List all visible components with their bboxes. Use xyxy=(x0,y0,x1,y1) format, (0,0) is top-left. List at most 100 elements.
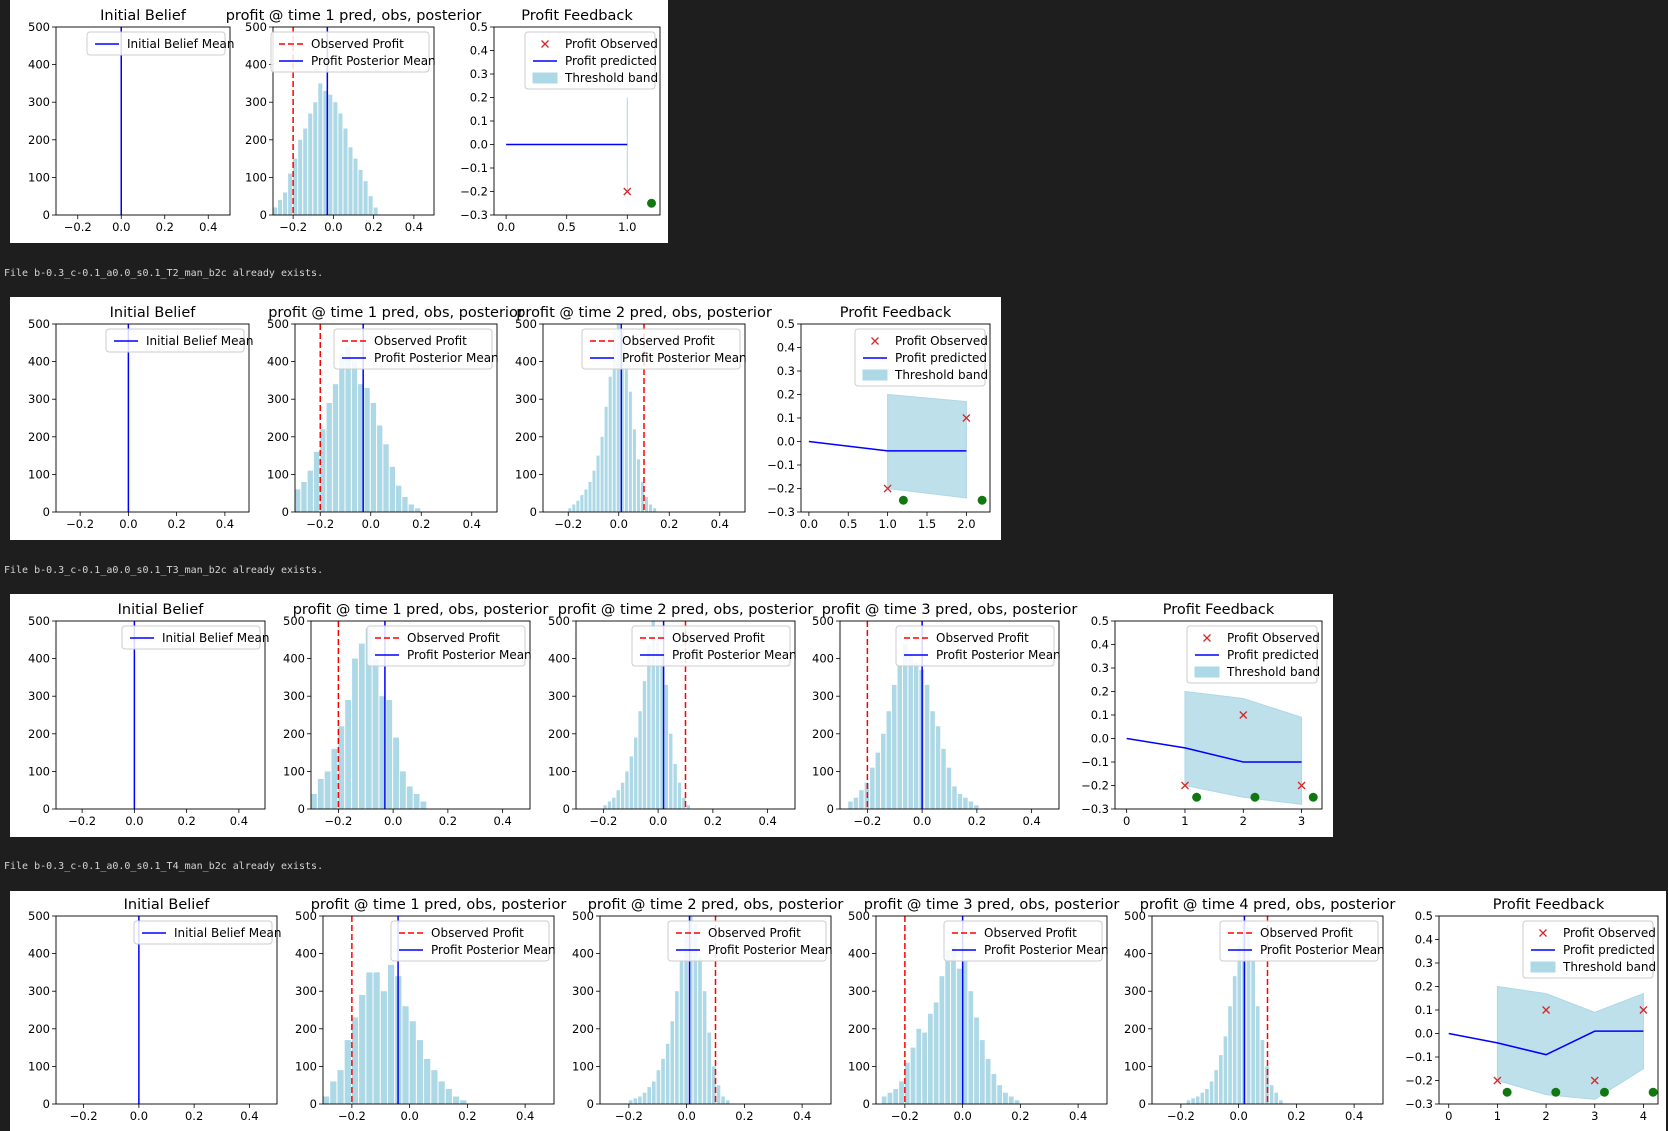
fig3-panel2-bar-0 xyxy=(311,793,317,809)
fig1-panel2-legend: Observed Profit Profit Posterior Mean xyxy=(270,31,436,73)
fig2-panel3-bar-17 xyxy=(636,459,640,512)
figure-1-svg: Initial Belief −0.2 0.0 0.2 0.4 0 100 200 300 400… xyxy=(28,8,661,234)
fig3-panel5-xtick-label-0: 0 xyxy=(1123,814,1130,828)
fig2-panel4-ytick-label-4: 0.1 xyxy=(777,411,795,425)
fig4-panel3-bar-2 xyxy=(638,1096,642,1104)
fig4-panel5-ytick-label-5: 500 xyxy=(1124,909,1146,923)
fig4-panel4-bar-20 xyxy=(997,1085,1003,1104)
fig4-panel2-ytick-label-3: 300 xyxy=(295,984,317,998)
fig4-panel1-frame xyxy=(55,915,278,1105)
fig3-panel3-bar-4 xyxy=(620,782,625,809)
fig4-panel1-ytick-label-4: 400 xyxy=(28,947,50,961)
fig4-panel6-xtick-label-2: 2 xyxy=(1542,1109,1549,1123)
fig4-panel2-frame xyxy=(322,915,555,1105)
fig4-panel4-bar-14 xyxy=(962,961,968,1104)
fig2-panel2-xtick-label-3: 0.4 xyxy=(463,517,481,531)
fig3-panel4-bar-9 xyxy=(897,666,902,809)
fig2-panel3-frame xyxy=(542,323,746,513)
fig3-panel1-xtick-label-0: −0.2 xyxy=(68,814,96,828)
fig2-panel4-threshold-point-1 xyxy=(977,495,987,505)
fig4-panel4-xtick-label-0: −0.2 xyxy=(891,1109,919,1123)
fig4-panel6-legend-handle-2 xyxy=(1530,961,1556,973)
fig4-panel3-bar-5 xyxy=(651,1081,656,1104)
fig2-panel1-xtick-label-3: 0.4 xyxy=(216,517,234,531)
fig4-panel3-bar-19 xyxy=(716,1085,721,1104)
fig1-panel2-bar-2 xyxy=(283,192,288,215)
fig1-panel3-plot-area xyxy=(506,97,632,196)
fig1-panel3-ytick-label-2: −0.1 xyxy=(460,161,488,175)
fig3-panel4-bar-11 xyxy=(908,654,913,809)
fig3-panel3-xtick-label-3: 0.4 xyxy=(758,814,776,828)
fig3-panel4-ytick-label-3: 300 xyxy=(812,689,834,703)
fig3-panel3-bar-16 xyxy=(673,763,677,809)
fig4-panel4-bar-8 xyxy=(927,1013,933,1104)
fig3-panel5-predicted-line xyxy=(1126,737,1302,763)
fig4-panel6-ytick-label-3: 0.0 xyxy=(1415,1027,1433,1041)
fig2-panel3-title: profit @ time 2 pred, obs, posterior xyxy=(516,305,772,321)
fig2-panel4-title: Profit Feedback xyxy=(840,305,952,321)
fig3-panel4-ytick-label-0: 0 xyxy=(827,802,834,816)
fig2-panel4: Profit Feedback 0.0 0.5 1.0 1.5 2.0 −0.3 −0.2 −0… xyxy=(767,305,991,531)
fig1-panel1-ytick-label-0: 0 xyxy=(43,208,50,222)
fig4-panel3-bar-18 xyxy=(712,1066,716,1104)
fig3-panel1-title: Initial Belief xyxy=(118,602,205,618)
fig4-panel6-ytick-label-7: 0.4 xyxy=(1415,933,1433,947)
fig2-panel2-bar-18 xyxy=(408,504,414,512)
fig4-panel4-ytick-label-4: 400 xyxy=(848,947,870,961)
fig4-panel5-legend-label-0: Observed Profit xyxy=(1260,926,1353,940)
fig2-panel4-legend-label-0: Profit Observed xyxy=(895,334,988,348)
fig4-panel1: Initial Belief −0.2 0.0 0.2 0.4 0 100 200 300 400… xyxy=(28,897,281,1123)
fig4-panel5-bar-4 xyxy=(1205,1088,1209,1104)
fig4-panel1-ytick-label-5: 500 xyxy=(28,909,50,923)
fig3-panel4-legend-box xyxy=(895,625,1055,667)
fig3-panel2-title: profit @ time 1 pred, obs, posterior xyxy=(293,602,549,618)
fig2-panel2-bar-8 xyxy=(345,346,351,512)
fig2-panel2-ytick-label-3: 300 xyxy=(267,392,289,406)
fig4-panel2-bar-9 xyxy=(387,964,395,1104)
fig3-panel1-ytick-label-3: 300 xyxy=(28,689,50,703)
fig2-panel2-xtick-label-0: −0.2 xyxy=(306,517,334,531)
fig2-panel1-legend: Initial Belief Mean xyxy=(105,328,253,353)
fig4-panel5: profit @ time 4 pred, obs, posterior −0.2… xyxy=(1124,897,1395,1123)
fig1-panel2-bar-8 xyxy=(313,102,318,215)
fig1-panel2-bar-20 xyxy=(373,207,378,215)
fig4-panel3-bar-10 xyxy=(675,991,679,1104)
fig1-panel2: profit @ time 1 pred, obs, posterior −0.2… xyxy=(226,8,482,234)
fig1-panel2-bar-5 xyxy=(298,139,303,215)
fig1-panel3: Profit Feedback 0.0 0.5 1.0 −0.3 −0.2 −0.1 0.0 0… xyxy=(460,8,661,234)
fig3-panel5-plot-area xyxy=(1126,690,1306,805)
fig2-panel3-bar-5 xyxy=(588,481,592,512)
fig2-panel1-ytick-label-4: 400 xyxy=(28,355,50,369)
fig1-panel2-bar-16 xyxy=(353,158,358,215)
fig1-panel3-legend-label-1: Profit predicted xyxy=(565,54,657,68)
fig4-panel2-legend: Observed Profit Profit Posterior Mean xyxy=(390,920,556,962)
fig1-panel3-legend-label-0: Profit Observed xyxy=(565,37,658,51)
fig1-panel1-ytick-label-1: 100 xyxy=(28,170,50,184)
fig4-panel5-ytick-label-4: 400 xyxy=(1124,947,1146,961)
fig3-panel3-frame xyxy=(575,620,796,810)
fig4-panel6-threshold-point-3 xyxy=(1648,1087,1658,1097)
fig3-panel2-ytick-label-1: 100 xyxy=(283,764,305,778)
fig4-panel5-bar-2 xyxy=(1195,1096,1200,1104)
fig3-panel5-threshold-point-2 xyxy=(1308,792,1318,802)
fig3-panel1-frame xyxy=(55,620,266,810)
fig1-panel2-bar-17 xyxy=(358,169,363,215)
fig4-panel3-xtick-label-2: 0.2 xyxy=(735,1109,753,1123)
fig4-panel4-bar-2 xyxy=(893,1088,899,1104)
fig1-panel1-title: Initial Belief xyxy=(100,8,187,24)
fig2-panel2-legend-box xyxy=(333,328,493,370)
fig4-panel4-legend-label-1: Profit Posterior Mean xyxy=(984,943,1109,957)
fig3-panel1-legend: Initial Belief Mean xyxy=(121,625,269,650)
log-message-3: File b-0.3_c-0.1_a0.0_s0.1_T4_man_b2c al… xyxy=(4,861,324,872)
fig3-panel5-observed-marker-2 xyxy=(1297,781,1306,790)
fig4-panel4-bar-4 xyxy=(904,1062,910,1104)
fig4-panel3-bar-8 xyxy=(665,1043,670,1104)
fig2-panel2-plot-area xyxy=(295,324,421,512)
fig2-panel3-ytick-label-4: 400 xyxy=(515,355,537,369)
fig4-panel6-title: Profit Feedback xyxy=(1493,897,1605,913)
fig3-panel1: Initial Belief −0.2 0.0 0.2 0.4 0 100 200 300 400… xyxy=(28,602,269,828)
fig3-panel4-xtick-label-2: 0.2 xyxy=(968,814,986,828)
fig4-panel5-bar-5 xyxy=(1209,1081,1214,1104)
fig4-panel2-xtick-label-3: 0.4 xyxy=(516,1109,534,1123)
fig2-panel3-ytick-label-3: 300 xyxy=(515,392,537,406)
